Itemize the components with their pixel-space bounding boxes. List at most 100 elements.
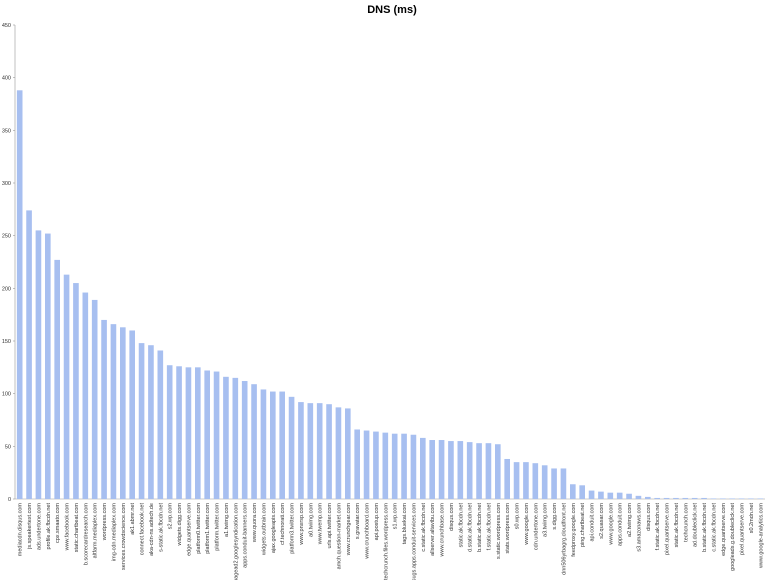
bar [438, 440, 445, 499]
bar [401, 433, 407, 499]
x-tick-label: b.scorecardresearch.com [83, 503, 89, 565]
x-tick-label: s.gravatar.com [355, 503, 361, 539]
x-tick-label: pixel.quantserve.com [665, 503, 671, 555]
bar [63, 274, 70, 499]
x-tick-label: mediacdn.disqus.com [18, 503, 24, 557]
bar [26, 210, 32, 500]
bar [588, 490, 595, 499]
x-tick-label: a3.twimg.com [543, 503, 549, 537]
y-tick-label: 450 [2, 23, 11, 29]
x-tick-label: d.static.ak.fbcdn.net [468, 503, 474, 552]
x-tick-label: pagead2.googlesyndication.com [233, 503, 239, 580]
x-tick-label: api.postup.com [374, 503, 380, 541]
x-tick-label: edge.quantserve.com [721, 503, 727, 556]
bar [485, 443, 492, 499]
bar [110, 324, 117, 499]
bar [720, 498, 726, 499]
x-tick-label: widgets.digg.com [177, 503, 183, 547]
x-tick-label: sugs.apps.conduit-services.com [411, 503, 417, 580]
y-tick-label: 350 [2, 128, 11, 134]
x-tick-label: s-static.ak.fbcdn.net [158, 503, 164, 552]
x-tick-label: cdn.undertone.com [533, 503, 539, 551]
x-tick-label: dnn506yrbagrg.cloudfront.net [561, 503, 567, 575]
bar [757, 498, 764, 499]
x-tick-label: b.static.ak.fbcdn.net [477, 503, 483, 552]
bar [298, 402, 304, 499]
y-tick-label: 250 [2, 234, 11, 240]
bar [166, 365, 173, 499]
bar [626, 493, 632, 499]
bar [691, 497, 698, 499]
bar [504, 458, 510, 499]
bar [616, 492, 623, 499]
bar [91, 299, 98, 499]
x-tick-label: www.twemp.com [318, 503, 324, 546]
bar [279, 391, 285, 499]
bar [138, 343, 145, 499]
bar [373, 431, 379, 499]
bar [251, 384, 257, 499]
x-tick-label: www.facebook.com [65, 503, 71, 552]
x-tick-label: www.google.com [524, 503, 530, 546]
bar [598, 491, 604, 499]
bar [476, 443, 482, 499]
x-tick-label: s.digg.com [552, 503, 558, 530]
x-tick-label: pixel.quantserve.com [740, 503, 746, 555]
x-tick-label: www.pnxrsp.com [299, 503, 305, 546]
y-tick-label: 50 [5, 444, 11, 450]
bar [223, 376, 229, 499]
x-tick-label: platform3.twitter.com [290, 503, 296, 554]
y-tick-label: 150 [2, 339, 11, 345]
x-tick-label: cf.technorati.com [280, 503, 286, 545]
x-tick-label: s2.wp.com [168, 503, 174, 530]
x-tick-label: edge.quantserve.com [186, 503, 192, 556]
x-tick-label: a1.twimg.com [224, 503, 230, 537]
bar [579, 485, 585, 499]
bar [551, 468, 557, 499]
x-tick-label: allserver.altavibu.com [430, 503, 436, 556]
x-tick-label: profile.ak.fbcdn.net [46, 503, 52, 550]
x-tick-label: platform.twitter.com [215, 503, 221, 551]
bar [354, 429, 360, 499]
x-tick-label: techcrunch.files.wordpress.com [383, 503, 389, 580]
x-tick-label: img-cdn.mediaplex.com [111, 503, 117, 561]
x-tick-label: f.static.ak.fbcdn.net [486, 503, 492, 551]
x-tick-label: api.conduit.com [590, 503, 596, 542]
x-tick-label: b.static.ak.fbcdn.net [702, 503, 708, 552]
bar [270, 391, 276, 499]
x-tick-label: s0.wp.com [515, 503, 521, 530]
bar [645, 496, 651, 499]
x-tick-label: ad.doubleclick.net [693, 503, 699, 548]
x-tick-label: aka-cdn-ns.adtech.de [149, 503, 155, 556]
bar [232, 377, 239, 499]
x-tick-label: tags.bluekai.com [402, 503, 408, 545]
bar [429, 440, 435, 499]
bar [335, 407, 342, 499]
x-tick-label: ads.undertone.com [36, 503, 42, 551]
y-tick-label: 200 [2, 286, 11, 292]
bar [607, 492, 614, 499]
bar [541, 465, 548, 499]
bar [45, 233, 51, 499]
bar [35, 230, 42, 499]
x-tick-label: urls.api.twitter.com [327, 503, 333, 549]
x-tick-label: www.crunchbase.com [440, 503, 446, 558]
bar [382, 432, 389, 499]
x-tick-label: services.crowdscience.com [121, 503, 127, 570]
x-tick-label: wordpress.com [102, 503, 108, 542]
bar [710, 498, 717, 499]
x-tick-label: widgets.outbrain.com [261, 503, 267, 556]
x-tick-label: techcrunch.com [683, 503, 689, 542]
bar [570, 484, 576, 499]
x-tick-label: www.crunchboard.com [365, 503, 371, 560]
x-tick-label: ajax.googleapis.com [271, 503, 277, 554]
bar [420, 437, 426, 499]
bar [241, 381, 248, 499]
bar [288, 396, 295, 499]
bar [701, 497, 707, 499]
bar [560, 468, 567, 499]
y-tick-label: 100 [2, 392, 11, 398]
bar [673, 497, 679, 499]
x-tick-label: platform1.twitter.com [205, 503, 211, 554]
